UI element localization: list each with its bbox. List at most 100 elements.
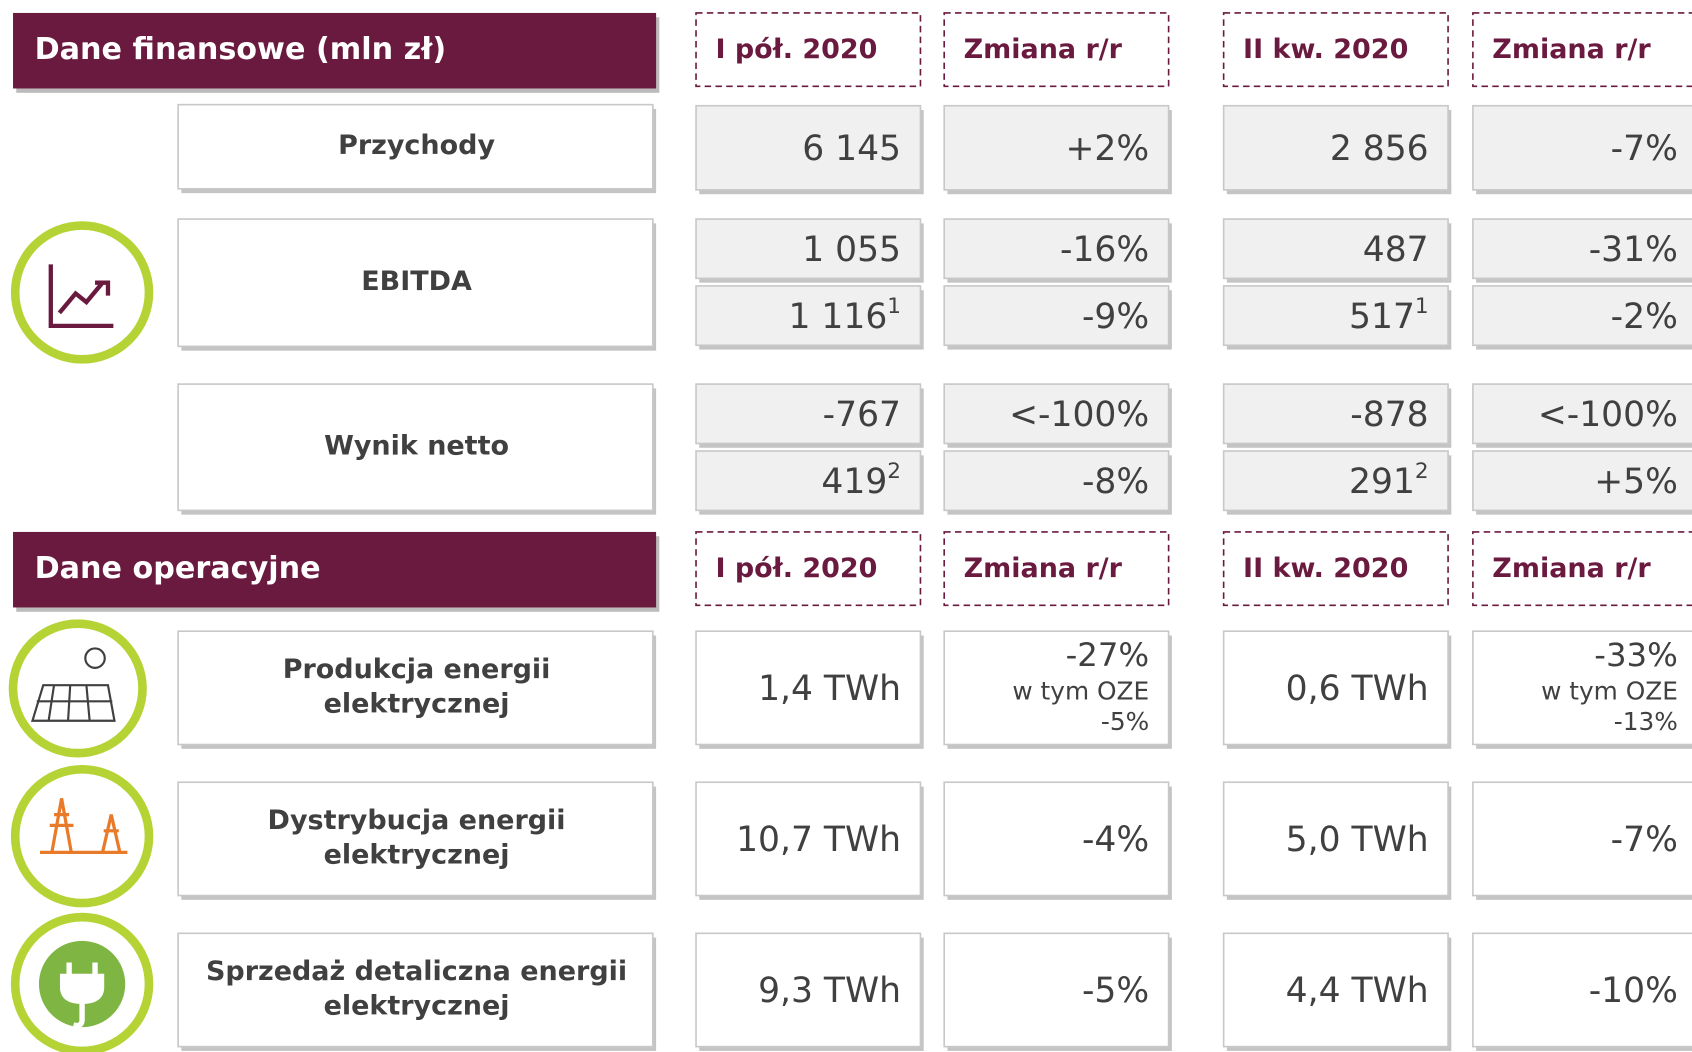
value-text: +5% (1594, 461, 1678, 501)
value-text: 5,0 TWh (1286, 820, 1429, 860)
value-cell (695, 630, 922, 746)
value: -767 (823, 394, 901, 434)
value-cell (695, 450, 922, 512)
value: 6 145 (802, 128, 901, 168)
value-text: -10% (1589, 971, 1678, 1011)
value: 4192 (821, 459, 901, 501)
footnote-mark: 2 (887, 459, 901, 484)
row-label: elektrycznej (324, 840, 510, 871)
row-label-box (177, 781, 654, 897)
row-label-box (177, 218, 654, 348)
value-cell (695, 285, 922, 347)
value-cell (1472, 218, 1692, 280)
solar-icon (8, 619, 147, 758)
value-cell (695, 104, 922, 191)
value: -16% (1060, 229, 1149, 269)
value: 487 (1363, 229, 1429, 269)
value-text: -767 (823, 394, 901, 434)
value-text: 6 145 (802, 128, 901, 168)
value: 9,3 TWh (758, 971, 901, 1011)
value-text: -8% (1082, 461, 1149, 501)
value-cell (695, 932, 922, 1048)
column-header-box (695, 12, 922, 88)
value-text: 291 (1349, 461, 1415, 501)
column-header-box (1222, 531, 1449, 607)
value-text: 0,6 TWh (1286, 669, 1429, 709)
value-cell (695, 218, 922, 280)
column-header: Zmiana r/r (964, 34, 1123, 65)
value: 1,4 TWh (758, 669, 901, 709)
value-text: 1 055 (802, 229, 901, 269)
value-text: 1,4 TWh (758, 669, 901, 709)
value: 2912 (1349, 459, 1429, 501)
value: -4% (1082, 820, 1149, 860)
value-text: -9% (1082, 296, 1149, 336)
value-detail: w tym OZE (1012, 677, 1149, 706)
value-cell (1222, 218, 1449, 280)
value: -2% (1611, 296, 1678, 336)
value: -9% (1082, 296, 1149, 336)
column-header: Zmiana r/r (1492, 553, 1651, 584)
value-cell (1472, 285, 1692, 347)
value: <-100% (1009, 394, 1149, 434)
value-text: +2% (1066, 128, 1150, 168)
value-text: 419 (821, 461, 887, 501)
row-label-box (177, 383, 654, 512)
value: <-100% (1538, 394, 1678, 434)
column-header: I pół. 2020 (715, 34, 877, 65)
row-label-box (177, 103, 654, 190)
value-text: <-100% (1538, 394, 1678, 434)
value-cell (943, 450, 1170, 512)
value: 10,7 TWh (736, 820, 901, 860)
value-text: 517 (1349, 296, 1415, 336)
value-text: 2 856 (1330, 128, 1429, 168)
footnote-mark: 2 (1415, 459, 1429, 484)
value-text: -31% (1589, 229, 1678, 269)
column-header-box (1472, 12, 1692, 88)
value-cell (1472, 932, 1692, 1048)
pylon-icon (10, 764, 154, 908)
value: 4,4 TWh (1286, 971, 1429, 1011)
value: -5% (1082, 971, 1149, 1011)
row-label: Sprzedaż detaliczna energii (206, 956, 627, 987)
icons (8, 221, 154, 1052)
value: -27% (1066, 636, 1150, 674)
column-header-box (943, 12, 1170, 88)
value: -33% (1594, 636, 1678, 674)
row-label: Przychody (338, 130, 495, 161)
value-text: -7% (1611, 820, 1678, 860)
section-title: Dane finansowe (mln zł) (35, 32, 447, 67)
value-text: 9,3 TWh (758, 971, 901, 1011)
section-header (13, 531, 657, 608)
section-title: Dane operacyjne (35, 551, 321, 586)
value: -8% (1082, 461, 1149, 501)
column-header-box (943, 531, 1170, 607)
value: +5% (1594, 461, 1678, 501)
value-detail: -13% (1614, 707, 1678, 736)
value-text: -7% (1611, 128, 1678, 168)
value-cell (943, 104, 1170, 191)
row-label: elektrycznej (324, 689, 510, 720)
value-cell (1222, 450, 1449, 512)
value: -878 (1350, 394, 1428, 434)
value-text: 10,7 TWh (736, 820, 901, 860)
value-cell (943, 630, 1170, 746)
column-header-box (695, 531, 922, 607)
value: 5,0 TWh (1286, 820, 1429, 860)
row-label-box (177, 630, 654, 746)
column-header: II kw. 2020 (1243, 34, 1408, 65)
value-cell (1472, 450, 1692, 512)
value-cell (1222, 285, 1449, 347)
row-label: elektrycznej (324, 991, 510, 1022)
value-text: <-100% (1009, 394, 1149, 434)
value-cell (1472, 630, 1692, 746)
value: 2 856 (1330, 128, 1429, 168)
value: 5171 (1349, 294, 1429, 336)
value: -7% (1611, 128, 1678, 168)
value-text: -878 (1350, 394, 1428, 434)
footnote-mark: 1 (887, 294, 901, 319)
value: 1 1161 (788, 294, 901, 336)
value: +2% (1066, 128, 1150, 168)
